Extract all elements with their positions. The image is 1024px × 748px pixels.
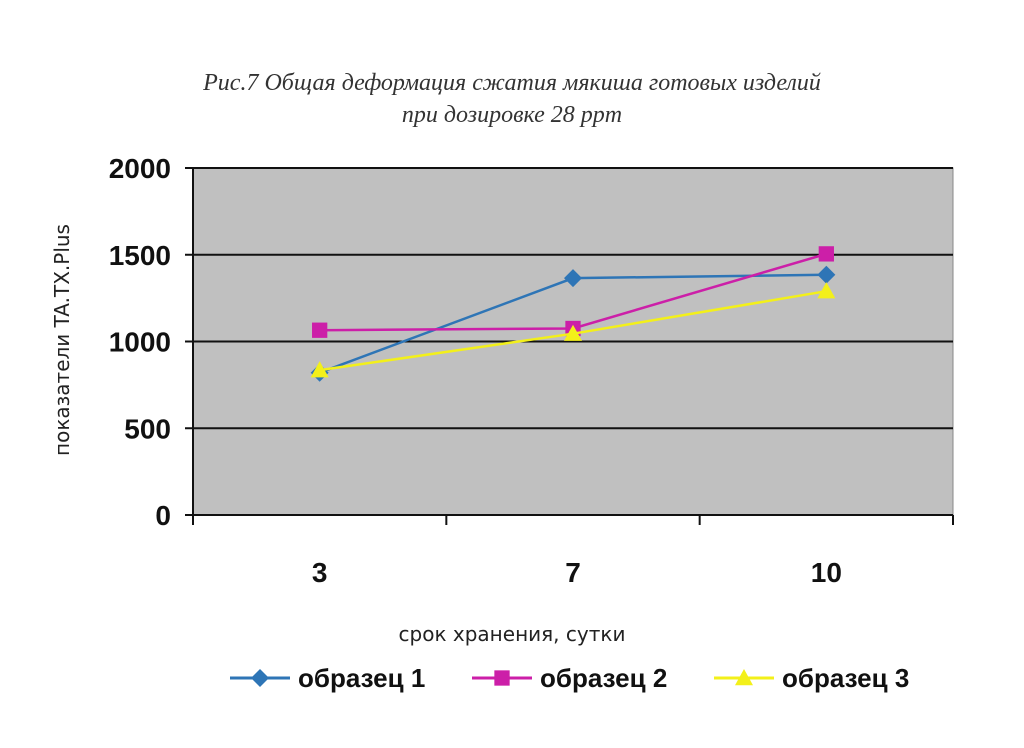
x-tick-label: 3 [312, 557, 328, 588]
legend-marker-2 [472, 670, 532, 686]
legend-item-3: образец 3 [712, 658, 909, 698]
y-tick-label: 0 [155, 500, 171, 531]
y-tick-label: 1500 [109, 240, 171, 271]
legend-marker-3 [714, 669, 774, 686]
legend-label-2: образец 2 [540, 662, 668, 693]
data-point-diamond [251, 669, 269, 687]
data-point-triangle [564, 324, 582, 341]
data-point-square [312, 322, 328, 338]
chart-title-line-2: при дозировке 28 ppm [401, 102, 623, 128]
x-tick-label: 10 [811, 557, 842, 588]
y-tick-label: 1000 [109, 327, 171, 358]
data-point-diamond [817, 265, 836, 284]
chart-title-line-1: Рис.7 Общая деформация сжатия мякиша гот… [203, 70, 821, 96]
data-point-square [494, 670, 510, 686]
data-point-triangle [735, 669, 753, 686]
legend-item-1: образец 1 [228, 658, 425, 698]
legend-marker-1 [230, 669, 290, 687]
data-point-triangle [817, 282, 836, 299]
y-tick-label: 500 [124, 413, 171, 444]
legend-item-2: образец 2 [470, 658, 667, 698]
data-point-diamond [564, 269, 582, 288]
y-tick-label: 2000 [109, 153, 171, 184]
legend: образец 1 образец 2 образец 3 [0, 658, 1024, 698]
legend-label-1: образец 1 [298, 662, 426, 693]
legend-label-3: образец 3 [782, 662, 910, 693]
x-axis-label: срок хранения, сутки [398, 622, 626, 646]
data-point-triangle [310, 361, 329, 378]
x-tick-label: 7 [565, 557, 581, 588]
data-point-square [818, 246, 834, 262]
